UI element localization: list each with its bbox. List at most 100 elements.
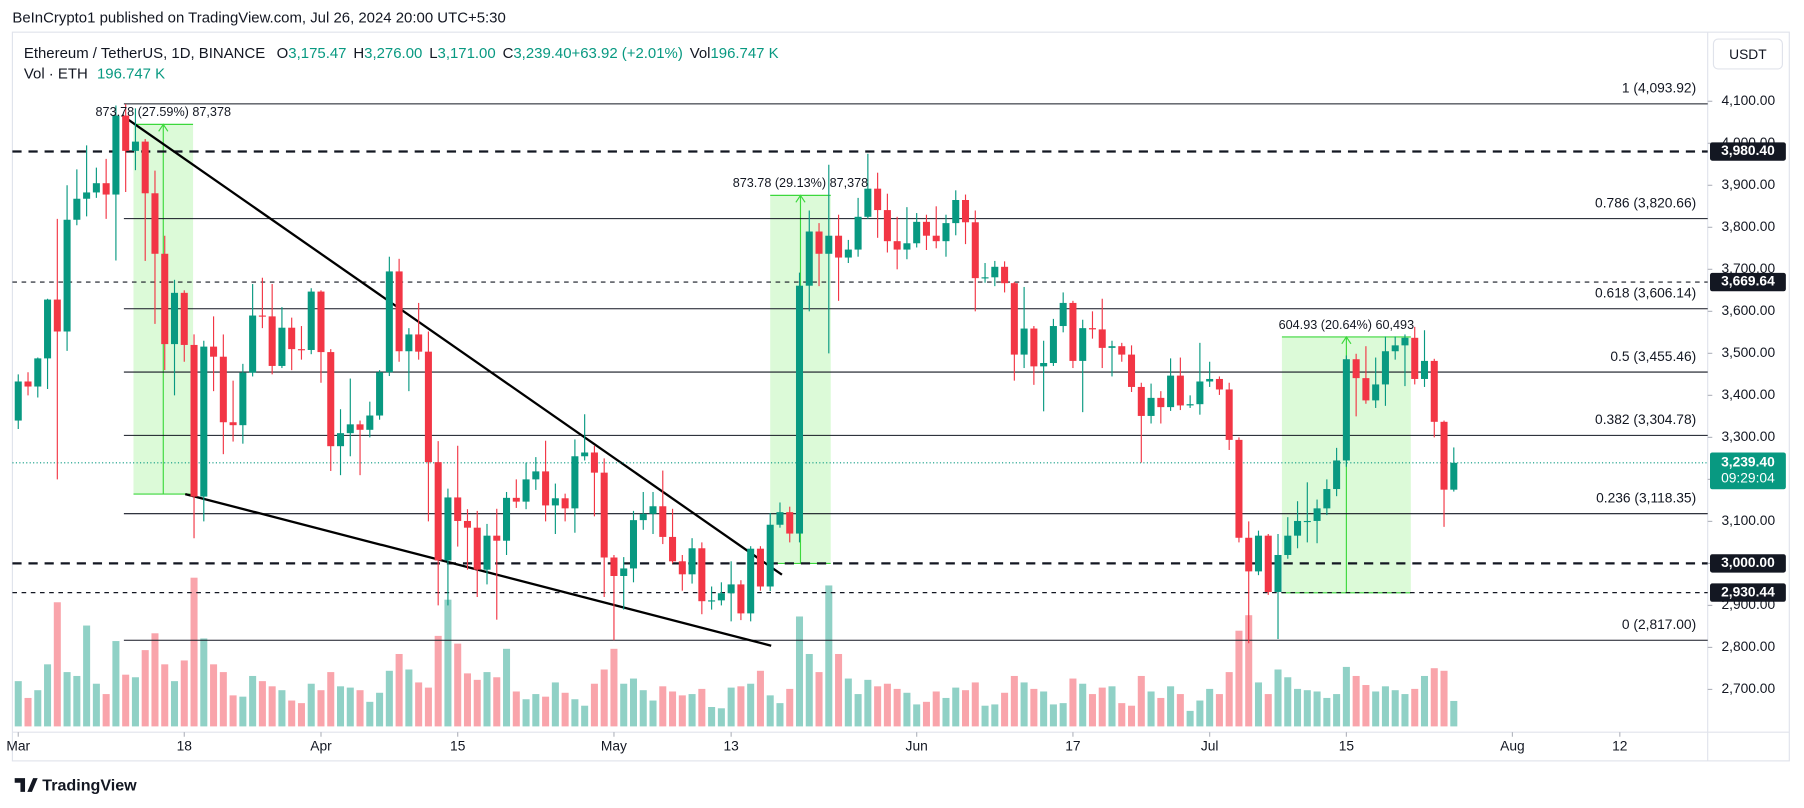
volume-bar (1040, 691, 1048, 727)
volume-bar (395, 653, 403, 727)
candle-body (141, 141, 149, 194)
volume-bar (805, 653, 813, 727)
volume-bar (1450, 700, 1458, 727)
candle-body (14, 381, 22, 421)
y-tick-label: 3,300.00 (1721, 429, 1775, 444)
candle-body (844, 249, 852, 258)
candle-body (620, 568, 628, 576)
volume-bar (483, 672, 491, 727)
published-note: BeInCrypto1 published on TradingView.com… (12, 9, 505, 26)
candle-body (1118, 346, 1126, 355)
range-label: 873.78 (27.59%) 87,378 (96, 105, 231, 119)
candle-body (962, 200, 970, 223)
x-tick-label: 15 (1339, 739, 1355, 754)
volume-legend-key: Vol · ETH (24, 66, 88, 83)
volume-bar (219, 672, 227, 727)
volume-bar (776, 703, 784, 727)
trendline (121, 114, 783, 576)
candle-body (366, 415, 374, 430)
candle-body (405, 334, 413, 352)
candle-body (991, 266, 999, 278)
candle-body (815, 231, 823, 254)
volume-bar (590, 683, 598, 727)
candle-body (317, 291, 325, 353)
level-tag (1710, 583, 1786, 602)
candle-body (561, 498, 569, 509)
volume-bar (1059, 703, 1067, 727)
volume-bar (1274, 669, 1282, 727)
volume-bar (962, 690, 970, 727)
volume-bar (551, 682, 559, 727)
volume-bar (825, 585, 833, 727)
candle-body (795, 285, 804, 534)
volume-bar (200, 638, 208, 727)
y-tick-label: 4,100.00 (1721, 93, 1775, 108)
level-tag-label: 3,000.00 (1721, 555, 1775, 570)
candle-body (1264, 535, 1272, 592)
level-tag-label: 3,669.64 (1721, 274, 1775, 289)
volume-bar (63, 672, 71, 727)
currency-label[interactable]: USDT (1729, 47, 1767, 62)
volume-bar (844, 678, 852, 727)
legend-value: 196.747 K (710, 45, 778, 62)
volume-bar (151, 633, 159, 727)
volume-bar (659, 686, 667, 727)
volume-bar (600, 669, 608, 727)
volume-bar (971, 682, 979, 727)
candle-body (913, 221, 921, 244)
candle-body (1303, 520, 1311, 523)
volume-bar (1323, 697, 1331, 727)
volume-bar (532, 694, 540, 727)
volume-bar (385, 670, 393, 727)
volume-bar (161, 664, 169, 727)
volume-bar (1167, 686, 1175, 727)
candle-body (249, 315, 257, 373)
volume-bar (1020, 682, 1028, 727)
candle-body (63, 219, 71, 332)
candle-body (1225, 389, 1233, 440)
candle-body (1215, 378, 1223, 390)
volume-pane (14, 577, 1458, 727)
volume-bar (708, 707, 716, 727)
fib-label: 0.618 (3,606.14) (1595, 285, 1696, 300)
range-label: 604.93 (20.64%) 60,493 (1279, 318, 1414, 332)
volume-bar (1342, 666, 1350, 727)
x-tick-label: 13 (723, 739, 739, 754)
candle-body (747, 548, 755, 614)
legend-value: 3,276.00 (364, 45, 422, 62)
volume-bar (337, 686, 345, 727)
volume-bar (424, 687, 432, 727)
volume-bar (649, 700, 657, 727)
candle-body (1372, 384, 1380, 401)
volume-bar (864, 679, 872, 727)
volume-bar (1128, 705, 1136, 727)
y-tick-label: 3,800.00 (1721, 219, 1775, 234)
candle-body (268, 316, 276, 366)
candle-body (1254, 535, 1262, 572)
currency-button[interactable] (1712, 38, 1783, 70)
volume-bar (1411, 688, 1419, 727)
candle-body (112, 115, 120, 195)
candle-body (678, 561, 686, 575)
candle-body (1235, 439, 1243, 538)
level-tag (1710, 554, 1786, 573)
volume-bar (581, 705, 589, 727)
volume-bar (1157, 697, 1165, 727)
candle-body (288, 327, 296, 350)
volume-bar (854, 694, 862, 727)
level-tag-label: 3,980.40 (1721, 143, 1775, 158)
volume-bar (34, 690, 42, 727)
volume-bar (249, 675, 257, 727)
candle-body (600, 472, 608, 558)
y-tick-label: 3,400.00 (1721, 387, 1775, 402)
candle-body (835, 235, 843, 258)
candle-body (532, 471, 540, 480)
candle-body (942, 223, 950, 242)
candle-body (1440, 421, 1448, 490)
candle-body (424, 351, 432, 463)
volume-bar (1294, 688, 1302, 727)
candle-body (44, 299, 52, 359)
candle-body (1108, 346, 1116, 348)
volume-bar (92, 683, 100, 727)
candle-body (1157, 397, 1165, 408)
